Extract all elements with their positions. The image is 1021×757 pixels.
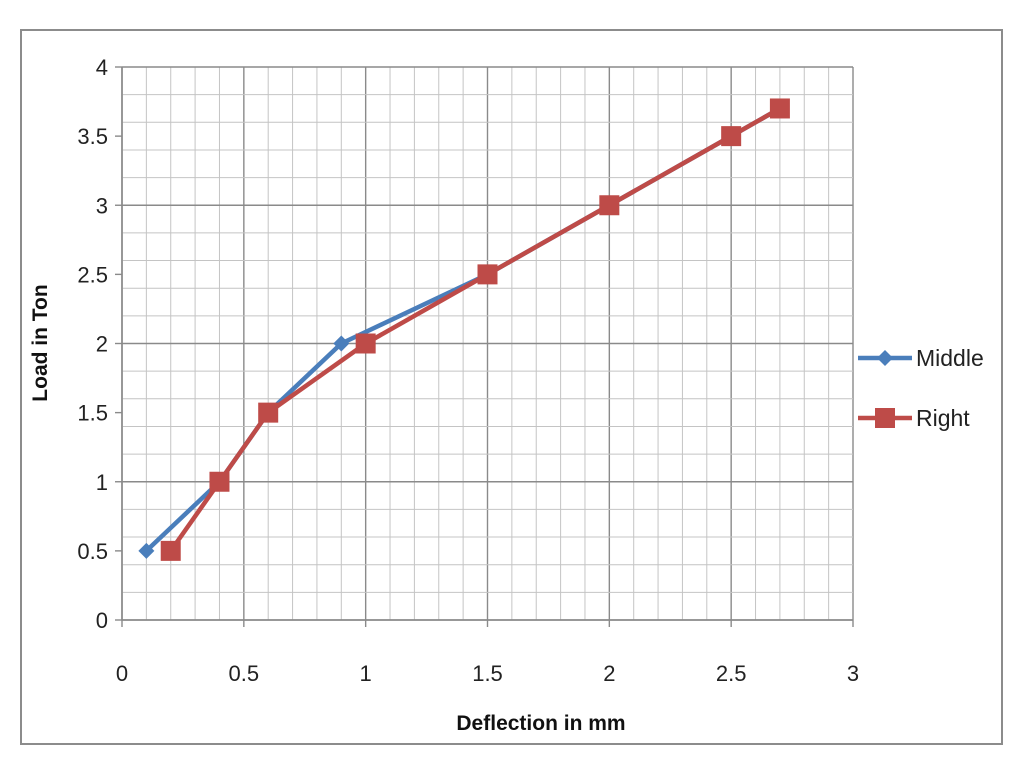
legend-label: Middle: [916, 345, 984, 371]
y-tick-label: 2.5: [77, 262, 108, 287]
x-tick-label: 1: [360, 661, 372, 686]
square-marker: [721, 126, 742, 147]
grid: [121, 66, 854, 621]
y-tick-label: 1.5: [77, 401, 108, 426]
legend-item-right: Right: [858, 405, 970, 431]
legend-item-middle: Middle: [858, 345, 984, 371]
x-tick-label: 1.5: [472, 661, 503, 686]
tick-labels: 0 0.5 1 1.5 2 2.5 3 3.5 4 0 0.5 1 1.5 2 2.5 3: [77, 55, 859, 686]
x-tick-label: 0.5: [229, 661, 260, 686]
y-tick-label: 4: [96, 55, 108, 80]
x-tick-label: 2: [603, 661, 615, 686]
square-marker: [769, 98, 790, 119]
square-marker: [599, 195, 620, 216]
diamond-marker: [333, 335, 350, 352]
x-tick-label: 2.5: [716, 661, 747, 686]
x-axis-title: Deflection in mm: [456, 712, 625, 735]
series-right: [160, 98, 790, 561]
series-layer: [138, 98, 790, 561]
y-tick-label: 3.5: [77, 124, 108, 149]
axes: [115, 66, 854, 627]
x-tick-label: 0: [116, 661, 128, 686]
square-marker: [477, 264, 498, 285]
y-tick-label: 3: [96, 193, 108, 218]
diamond-marker: [877, 350, 893, 366]
y-tick-label: 2: [96, 332, 108, 357]
legend: Middle Right: [858, 345, 984, 431]
series-line-right: [168, 106, 783, 554]
square-marker: [258, 402, 279, 423]
diamond-marker: [138, 542, 155, 559]
y-axis-title: Load in Ton: [29, 284, 52, 401]
x-tick-label: 3: [847, 661, 859, 686]
square-marker: [209, 471, 230, 492]
square-marker: [875, 408, 895, 428]
square-marker: [355, 333, 376, 354]
y-tick-label: 0.5: [77, 539, 108, 564]
square-marker: [160, 540, 181, 561]
y-tick-label: 0: [96, 608, 108, 633]
legend-label: Right: [916, 405, 970, 431]
y-tick-label: 1: [96, 470, 108, 495]
